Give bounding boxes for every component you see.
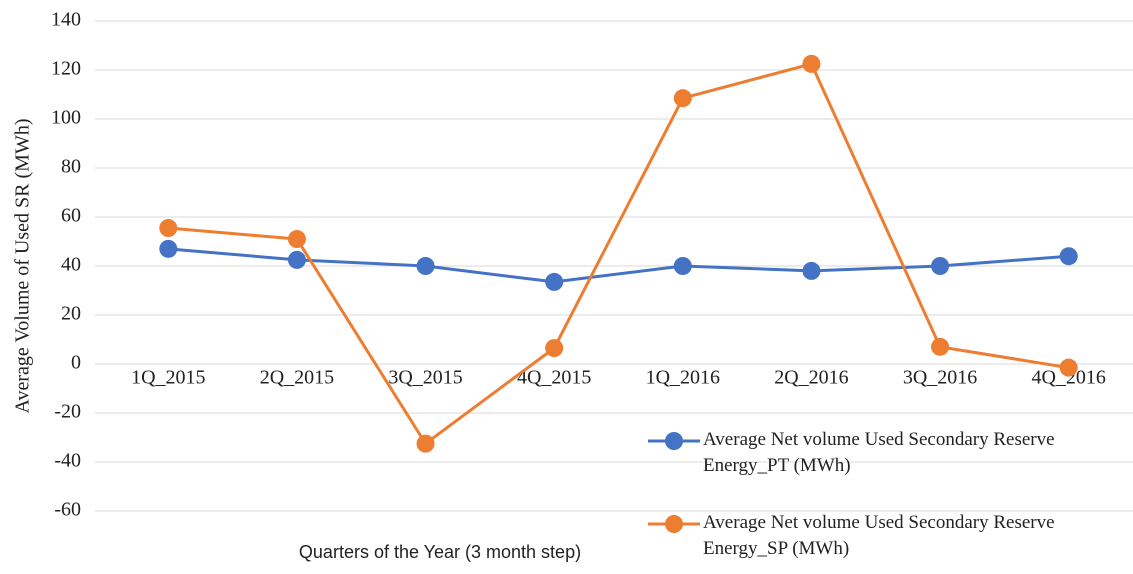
- point: [545, 339, 564, 358]
- legend-label: Average Net volume Used Secondary Reserv…: [703, 429, 1055, 476]
- y-tick-label: 0: [71, 352, 81, 374]
- y-tick-label: -60: [54, 499, 81, 521]
- point: [673, 89, 692, 108]
- x-tick-label: 3Q_2016: [903, 367, 977, 389]
- point: [1059, 358, 1078, 377]
- y-tick-label: 100: [51, 107, 81, 129]
- y-tick-label: 40: [61, 254, 81, 276]
- y-tick-label: -40: [54, 450, 81, 472]
- legend-entry: Average Net volume Used Secondary Reserv…: [703, 429, 1055, 476]
- legend-marker: [665, 515, 683, 533]
- x-tick-label: 2Q_2015: [260, 367, 334, 389]
- point: [416, 257, 435, 275]
- point: [159, 239, 178, 258]
- y-tick-label: 120: [51, 58, 81, 80]
- point: [287, 250, 306, 269]
- x-tick-label: 3Q_2015: [388, 367, 462, 389]
- legend-entry: Average Net volume Used Secondary Reserv…: [703, 512, 1055, 559]
- y-tick-label: 80: [61, 156, 81, 178]
- point: [545, 272, 564, 291]
- point: [802, 261, 821, 280]
- legend-label: Average Net volume Used Secondary Reserv…: [703, 512, 1055, 559]
- x-tick-label: 2Q_2016: [774, 367, 848, 389]
- point: [1059, 247, 1078, 266]
- x-tick-label: 4Q_2015: [517, 367, 591, 389]
- point: [159, 219, 178, 238]
- x-axis-title: Quarters of the Year (3 month step): [299, 542, 581, 562]
- point: [931, 257, 950, 275]
- x-tick-label: 1Q_2016: [646, 367, 720, 389]
- point: [931, 337, 950, 356]
- y-tick-label: 60: [61, 205, 81, 227]
- legend-marker: [665, 432, 683, 450]
- y-tick-label: 140: [51, 9, 81, 31]
- x-tick-label: 1Q_2015: [131, 367, 205, 389]
- y-axis-title: Average Volume of Used SR (MWh): [12, 119, 34, 414]
- point: [416, 434, 435, 453]
- y-tick-label: -20: [54, 401, 81, 423]
- y-tick-label: 20: [61, 303, 81, 325]
- point: [802, 54, 821, 73]
- point: [673, 257, 692, 275]
- series-line: [168, 62, 1069, 446]
- series-line: [168, 247, 1069, 284]
- point: [287, 230, 306, 249]
- x-tick-label: 4Q_2016: [1031, 367, 1105, 389]
